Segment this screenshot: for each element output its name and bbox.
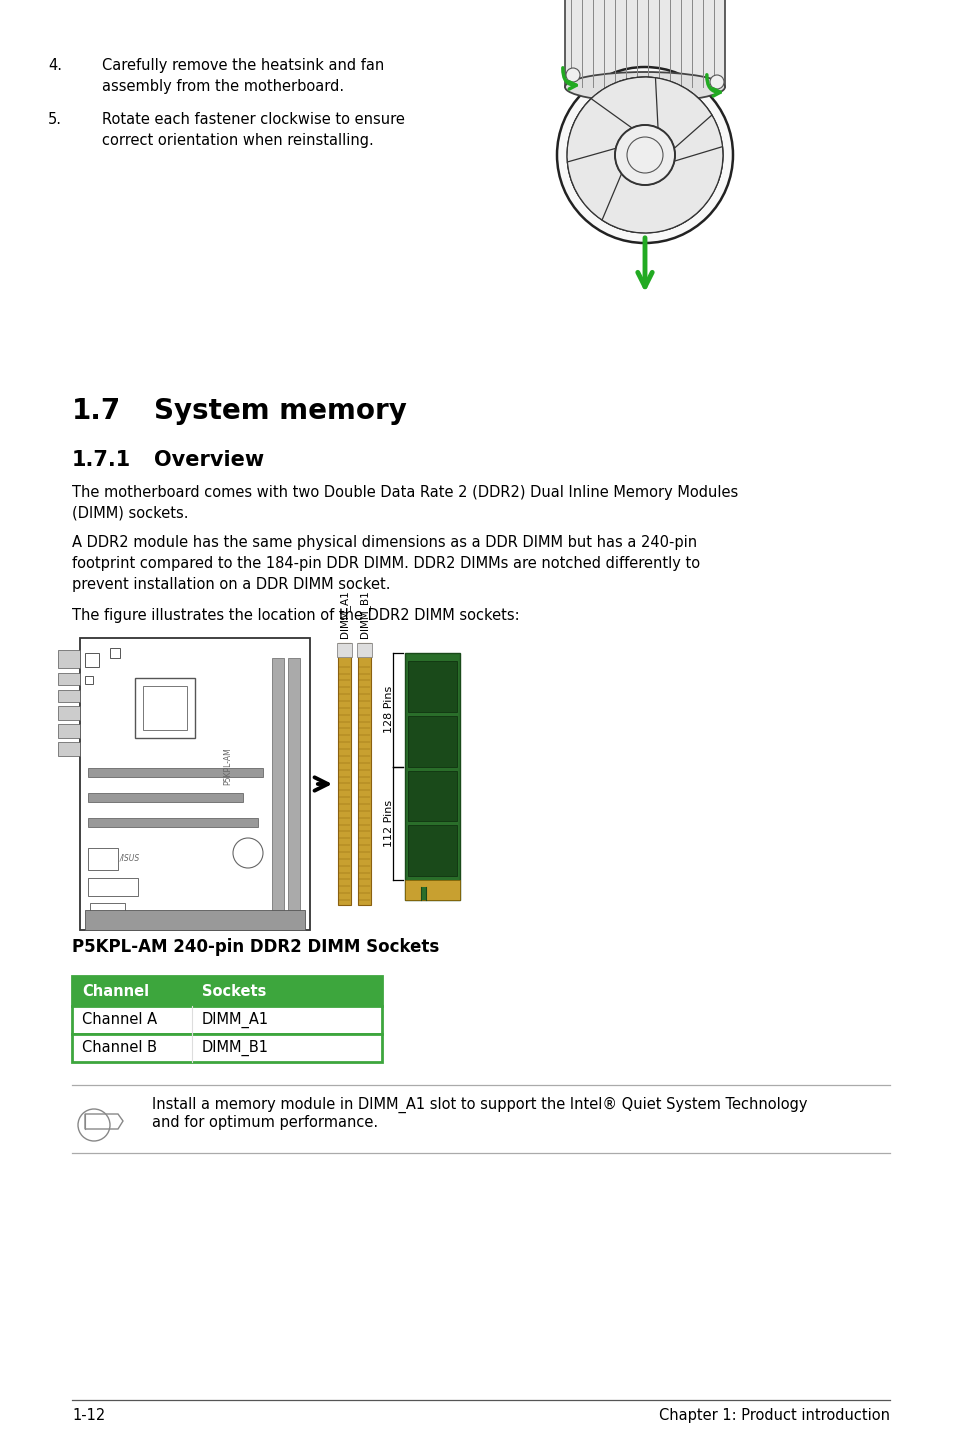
Text: 128 Pins: 128 Pins: [384, 686, 394, 733]
Bar: [58, 673, 80, 684]
Text: DIMM_A1: DIMM_A1: [338, 590, 350, 638]
Polygon shape: [571, 78, 711, 148]
Bar: [88, 879, 138, 896]
Bar: [88, 768, 263, 777]
Bar: [88, 818, 257, 827]
Bar: [90, 903, 125, 920]
Bar: [408, 771, 456, 821]
Bar: [143, 686, 187, 731]
Polygon shape: [566, 78, 658, 196]
Bar: [71, 976, 381, 1007]
Bar: [85, 676, 92, 684]
Bar: [357, 643, 371, 905]
Bar: [85, 653, 99, 667]
Text: Carefully remove the heatsink and fan
assembly from the motherboard.: Carefully remove the heatsink and fan as…: [102, 58, 384, 93]
Circle shape: [709, 75, 723, 89]
Bar: [337, 643, 351, 905]
Ellipse shape: [564, 72, 724, 102]
Bar: [288, 659, 299, 915]
Text: Channel B: Channel B: [82, 1041, 157, 1055]
Circle shape: [557, 68, 732, 243]
Text: Channel A: Channel A: [82, 1012, 157, 1028]
Bar: [71, 1034, 381, 1063]
Text: /ISUS: /ISUS: [120, 854, 140, 863]
Text: A DDR2 module has the same physical dimensions as a DDR DIMM but has a 240-pin
f: A DDR2 module has the same physical dime…: [71, 535, 700, 592]
Text: Install a memory module in DIMM_A1 slot to support the Intel® Quiet System Techn: Install a memory module in DIMM_A1 slot …: [152, 1097, 806, 1113]
Bar: [110, 649, 120, 659]
Text: 1.7.1: 1.7.1: [71, 450, 132, 470]
Bar: [58, 690, 80, 702]
Bar: [564, 0, 724, 88]
Text: Overview: Overview: [153, 450, 264, 470]
Bar: [135, 677, 194, 738]
Text: DIMM_B1: DIMM_B1: [358, 590, 370, 638]
Text: DIMM_B1: DIMM_B1: [202, 1040, 269, 1055]
Text: 1-12: 1-12: [71, 1408, 105, 1424]
Bar: [85, 910, 305, 930]
Bar: [88, 848, 118, 870]
Text: 1.7: 1.7: [71, 397, 121, 426]
Circle shape: [565, 68, 579, 82]
Bar: [58, 742, 80, 756]
Bar: [88, 792, 243, 802]
Bar: [420, 887, 426, 900]
Polygon shape: [644, 89, 722, 229]
Text: P5KPL-AM 240-pin DDR2 DIMM Sockets: P5KPL-AM 240-pin DDR2 DIMM Sockets: [71, 938, 438, 956]
Polygon shape: [601, 147, 722, 233]
Text: DIMM_A1: DIMM_A1: [202, 1012, 269, 1028]
Bar: [405, 653, 459, 900]
Text: 5.: 5.: [48, 112, 62, 127]
Bar: [408, 716, 456, 766]
Bar: [408, 825, 456, 876]
Bar: [58, 650, 80, 669]
Text: and for optimum performance.: and for optimum performance.: [152, 1114, 377, 1130]
Polygon shape: [567, 148, 700, 233]
Text: Rotate each fastener clockwise to ensure
correct orientation when reinstalling.: Rotate each fastener clockwise to ensure…: [102, 112, 404, 148]
Text: 4.: 4.: [48, 58, 62, 73]
Bar: [408, 661, 456, 712]
Text: Sockets: Sockets: [202, 984, 266, 998]
Bar: [71, 1007, 381, 1034]
Polygon shape: [618, 78, 722, 183]
Text: The figure illustrates the location of the DDR2 DIMM sockets:: The figure illustrates the location of t…: [71, 608, 519, 623]
Bar: [58, 706, 80, 720]
Text: System memory: System memory: [153, 397, 406, 426]
Text: 112 Pins: 112 Pins: [384, 800, 394, 847]
Text: P5KPL-AM: P5KPL-AM: [223, 748, 233, 785]
Polygon shape: [566, 99, 636, 233]
Bar: [80, 638, 310, 930]
Circle shape: [615, 125, 675, 186]
Bar: [58, 723, 80, 738]
Bar: [356, 643, 372, 657]
Bar: [336, 643, 352, 657]
Bar: [272, 659, 284, 915]
Bar: [405, 880, 459, 900]
Text: Channel: Channel: [82, 984, 149, 998]
Text: Chapter 1: Product introduction: Chapter 1: Product introduction: [659, 1408, 889, 1424]
Text: The motherboard comes with two Double Data Rate 2 (DDR2) Dual Inline Memory Modu: The motherboard comes with two Double Da…: [71, 485, 738, 521]
